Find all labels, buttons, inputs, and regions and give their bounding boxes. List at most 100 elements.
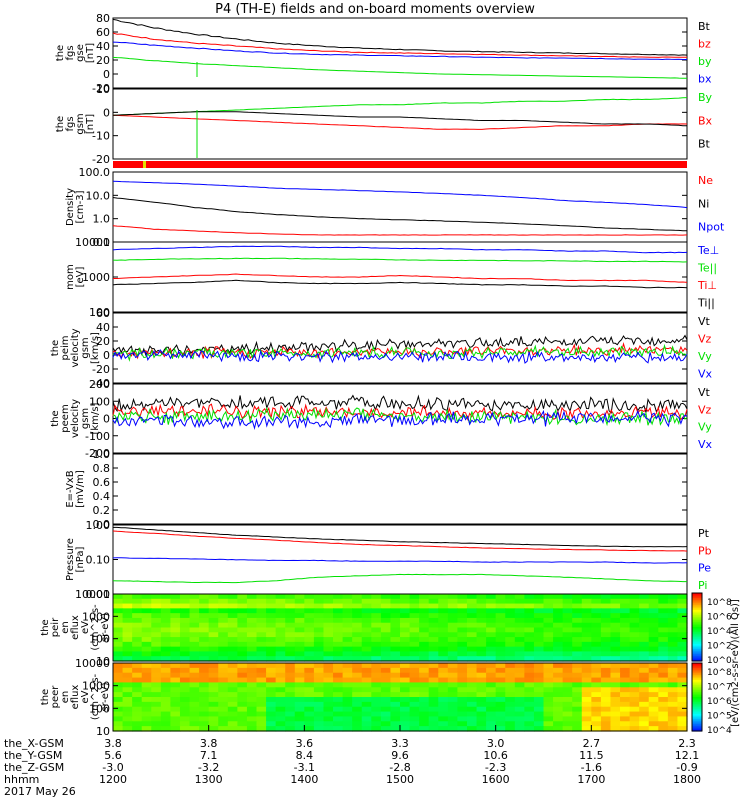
spectrogram-cell — [122, 627, 133, 633]
spectrogram-cell — [237, 697, 248, 703]
spectrogram-cell — [553, 594, 564, 600]
spectrogram-cell — [562, 603, 573, 609]
spectrogram-cell — [390, 672, 401, 679]
spectrogram-cell — [620, 641, 631, 648]
spectrogram-cell — [218, 677, 229, 684]
spectrogram-cell — [409, 682, 420, 688]
x-tick-label-zgsm: -3.2 — [198, 761, 219, 774]
x-tick-label-zgsm: -3.0 — [102, 761, 123, 774]
y-axis-label: fgs — [65, 116, 76, 131]
spectrogram-cell — [160, 711, 171, 718]
spectrogram-cell — [543, 726, 554, 732]
spectrogram-cell — [658, 656, 669, 662]
spectrogram-cell — [514, 687, 525, 693]
spectrogram-cell — [313, 646, 325, 653]
spectrogram-cell — [333, 701, 344, 708]
spectrogram-cell — [533, 711, 545, 718]
spectrogram-cell — [514, 677, 525, 684]
spectrogram-cell — [667, 672, 679, 679]
spectrogram-cell — [553, 617, 564, 624]
spectrogram-cell — [419, 617, 430, 624]
spectrogram-cell — [476, 667, 487, 674]
spectrogram-cell — [677, 726, 688, 732]
spectrogram-cell — [648, 701, 659, 708]
colorbar-tick-label: 10^6 — [707, 697, 732, 707]
spectrogram-cell — [275, 622, 286, 629]
spectrogram-cell — [409, 697, 420, 703]
colorbar-cell — [692, 652, 702, 655]
spectrogram-cell — [151, 682, 162, 688]
y-tick-label: 0 — [103, 68, 110, 81]
spectrogram-cell — [380, 617, 392, 624]
spectrogram-cell — [524, 632, 535, 638]
spectrogram-cell — [371, 594, 382, 600]
spectrogram-cell — [562, 677, 573, 684]
spectrogram-cell — [447, 651, 458, 657]
spectrogram-cell — [151, 637, 162, 643]
spectrogram-cell — [227, 697, 238, 703]
spectrogram-cell — [342, 613, 353, 619]
colorbar-cell — [692, 719, 702, 722]
spectrogram-cell — [629, 598, 640, 605]
spectrogram-cell — [122, 622, 133, 629]
spectrogram-cell — [466, 637, 478, 643]
spectrogram-cell — [639, 706, 650, 713]
spectrogram-cell — [629, 726, 640, 732]
spectrogram-cell — [227, 608, 238, 614]
spectrogram-cell — [620, 613, 631, 619]
spectrogram-cell — [620, 687, 631, 693]
spectrogram-cell — [199, 598, 210, 605]
spectrogram-cell — [237, 682, 248, 688]
spectrogram-cell — [581, 656, 592, 662]
spectrogram-cell — [218, 598, 229, 605]
spectrogram-cell — [132, 646, 143, 653]
spectrogram-cell — [428, 594, 439, 600]
spectrogram-cell — [371, 677, 382, 684]
spectrogram-cell — [524, 692, 535, 698]
spectrogram-cell — [323, 721, 334, 727]
spectrogram-cell — [189, 663, 200, 669]
spectrogram-cell — [591, 632, 602, 638]
spectrogram-cell — [285, 672, 296, 679]
colorbar-cell — [692, 697, 702, 700]
spectrogram-cell — [639, 692, 650, 698]
spectrogram-cell — [275, 672, 286, 679]
spectrogram-cell — [648, 651, 659, 657]
spectrogram-cell — [361, 622, 372, 629]
colorbar-frame — [691, 592, 703, 662]
spectrogram-cell — [189, 692, 200, 698]
spectrogram-cell — [553, 622, 564, 629]
spectrogram-cell — [189, 594, 200, 600]
x-tick-label-hhmm: 1300 — [195, 773, 223, 786]
spectrogram-cell — [562, 721, 573, 727]
spectrogram-cell — [562, 692, 573, 698]
spectrogram-cell — [113, 667, 124, 674]
spectrogram-cell — [170, 682, 181, 688]
spectrogram-cell — [600, 603, 612, 609]
spectrogram-cell — [189, 667, 200, 674]
spectrogram-cell — [304, 667, 315, 674]
spectrogram-cell — [428, 701, 439, 708]
spectrogram-cell — [122, 682, 133, 688]
spectrogram-cell — [533, 701, 545, 708]
spectrogram-cell — [352, 656, 363, 662]
spectrogram-cell — [160, 613, 171, 619]
spectrogram-cell — [380, 701, 392, 708]
spectrogram-cell — [275, 641, 286, 648]
spectrogram-cell — [208, 603, 219, 609]
spectrogram-cell — [505, 687, 516, 693]
spectrogram-cell — [419, 656, 430, 662]
y-tick-label: 1000 — [82, 610, 110, 623]
series-line-Vx — [112, 409, 688, 431]
spectrogram-cell — [390, 594, 401, 600]
spectrogram-cell — [419, 598, 430, 605]
spectrogram-cell — [572, 632, 583, 638]
spectrogram-cell — [141, 726, 152, 732]
spectrogram-cell — [313, 603, 325, 609]
spectrogram-cell — [457, 608, 468, 614]
spectrogram-cell — [208, 598, 219, 605]
spectrogram-cell — [380, 603, 392, 609]
spectrogram-cell — [486, 598, 497, 605]
spectrogram-cell — [275, 667, 286, 674]
spectrogram-cell — [256, 677, 267, 684]
